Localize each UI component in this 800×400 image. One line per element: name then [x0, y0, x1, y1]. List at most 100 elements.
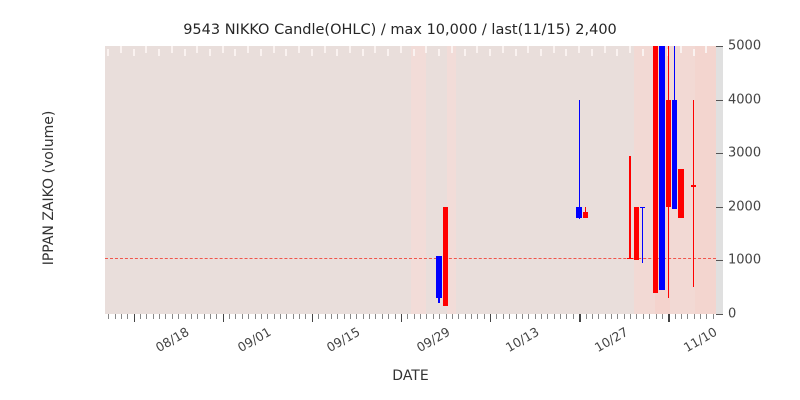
x-tick-minor: [178, 314, 180, 319]
x-tick-minor: [362, 314, 364, 319]
candle-body: [640, 206, 646, 208]
gridline: [132, 49, 135, 314]
candle-body: [436, 256, 442, 298]
y-tick: [716, 206, 723, 208]
y-axis: 0 1000 2000 3000 4000 5000: [716, 39, 800, 322]
candle-body: [691, 185, 697, 187]
x-tick-minor: [464, 314, 466, 319]
x-tick-minor: [712, 314, 714, 319]
x-tick-minor: [706, 314, 708, 319]
y-tick: [716, 46, 723, 47]
x-tick-minor: [114, 314, 116, 319]
x-tick-label: 10/27: [591, 324, 631, 356]
y-tick-label: 3000: [728, 145, 762, 161]
x-tick-minor: [318, 314, 320, 319]
x-tick-minor: [241, 314, 243, 319]
gridline: [259, 49, 262, 314]
x-tick-minor: [337, 314, 339, 319]
x-tick-minor: [420, 314, 422, 319]
x-tick-minor: [642, 314, 644, 319]
x-tick-minor: [521, 314, 523, 319]
gridline: [501, 46, 504, 314]
x-tick-minor: [649, 314, 651, 319]
gridline: [349, 46, 352, 314]
x-tick-minor: [159, 314, 161, 319]
plot-area: [105, 46, 716, 314]
x-tick-minor: [260, 314, 262, 319]
x-tick-minor: [407, 314, 409, 319]
x-tick-label: 10/13: [502, 324, 542, 356]
x-tick-label: 09/15: [324, 324, 364, 356]
x-tick-minor: [140, 314, 141, 319]
x-tick-minor: [630, 314, 632, 319]
x-tick-minor: [655, 314, 657, 319]
x-tick-minor: [356, 314, 358, 319]
candle-body: [582, 212, 589, 218]
x-tick-minor: [572, 314, 574, 319]
x-tick-major: [133, 314, 136, 322]
candle-body: [442, 206, 449, 306]
x-tick-minor: [299, 314, 301, 319]
x-tick-minor: [267, 314, 269, 319]
x-tick-label: 08/18: [152, 324, 192, 356]
x-tick-minor: [470, 314, 472, 319]
x-axis-title: DATE: [392, 368, 429, 384]
candle-body: [627, 257, 633, 259]
gridline: [374, 46, 377, 314]
gridline: [107, 49, 110, 314]
x-tick-minor: [477, 314, 479, 319]
x-tick-minor: [636, 314, 638, 319]
y-tick: [716, 153, 723, 155]
candle-body: [633, 206, 640, 261]
x-tick-minor: [343, 314, 345, 319]
y-tick: [716, 99, 723, 101]
x-tick-minor: [330, 314, 332, 319]
x-tick-major: [579, 314, 581, 322]
x-tick-minor: [127, 314, 129, 319]
gridline: [145, 46, 148, 314]
candle-body: [665, 99, 671, 207]
gridline: [463, 49, 466, 314]
x-tick-minor: [286, 314, 288, 319]
x-tick-minor: [324, 314, 326, 319]
gridline: [361, 49, 364, 314]
x-tick-minor: [369, 314, 371, 319]
x-tick-minor: [617, 314, 619, 319]
x-tick-label: 11/10: [680, 324, 720, 356]
x-tick-minor: [203, 314, 205, 319]
chart-title: 9543 NIKKO Candle(OHLC) / max 10,000 / l…: [183, 22, 617, 38]
x-tick-minor: [674, 314, 676, 319]
candle-wick: [693, 99, 695, 288]
plot-right-gutter: [716, 46, 723, 314]
x-tick-minor: [432, 314, 434, 319]
x-tick-minor: [604, 314, 606, 319]
y-tick: [716, 260, 723, 262]
x-tick-minor: [305, 314, 307, 319]
candle-body: [652, 46, 659, 293]
x-tick-minor: [509, 314, 511, 319]
x-tick-minor: [229, 314, 231, 319]
x-tick-minor: [451, 314, 453, 319]
x-tick-minor: [553, 314, 555, 319]
candle-wick: [578, 99, 580, 219]
x-tick-minor: [171, 314, 173, 319]
gridline: [527, 46, 530, 314]
candle-body: [678, 169, 684, 218]
x-tick-minor: [197, 314, 199, 319]
gridline: [158, 49, 161, 314]
x-tick-minor: [591, 314, 593, 319]
x-tick-minor: [350, 314, 352, 319]
candle-body: [576, 206, 582, 218]
x-tick-minor: [700, 314, 702, 319]
x-tick-major: [668, 314, 670, 322]
x-tick-minor: [254, 314, 256, 319]
x-tick-minor: [388, 314, 390, 319]
gridline: [336, 49, 339, 314]
gridline: [387, 49, 390, 314]
x-tick-minor: [152, 314, 154, 319]
x-tick-minor: [528, 314, 530, 319]
y-tick-label: 5000: [728, 38, 762, 54]
candle-body: [659, 46, 665, 290]
gridline: [616, 49, 619, 314]
